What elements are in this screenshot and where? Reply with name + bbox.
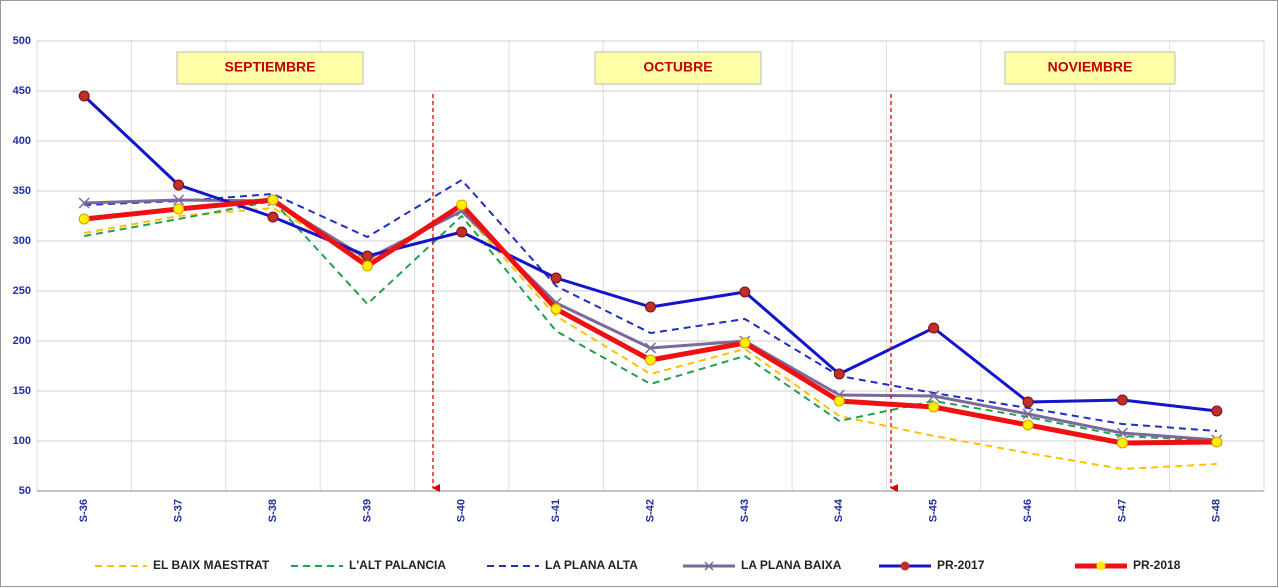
point-marker <box>1022 408 1034 420</box>
point-marker <box>267 211 279 223</box>
month-box <box>176 51 364 85</box>
point-marker <box>1211 436 1223 448</box>
point-marker <box>928 390 940 402</box>
point-marker <box>267 194 279 206</box>
x-tick-label: S-38 <box>267 499 279 522</box>
x-tick-label: S-46 <box>1022 499 1034 522</box>
point-marker <box>645 301 656 313</box>
point-marker <box>78 197 90 209</box>
y-tick-label: 50 <box>19 485 31 497</box>
x-tick-label: S-39 <box>361 499 373 522</box>
point-marker <box>833 395 845 407</box>
x-tick-label: S-45 <box>928 499 940 522</box>
x-tick-label: S-37 <box>172 499 184 522</box>
x-tick-label: S-36 <box>78 499 90 522</box>
point-marker <box>550 272 562 284</box>
legend-marker <box>900 561 910 571</box>
month-box <box>1004 51 1176 85</box>
legend-label: EL BAIX MAESTRAT <box>153 558 270 572</box>
point-marker <box>1116 437 1128 449</box>
point-marker <box>739 286 751 298</box>
point-marker <box>550 303 562 315</box>
legend-label: LA PLANA ALTA <box>545 558 638 572</box>
point-marker <box>456 226 468 238</box>
y-tick-label: 450 <box>13 85 31 97</box>
point-marker <box>1116 427 1128 439</box>
y-tick-label: 500 <box>13 35 31 47</box>
point-marker <box>833 368 845 380</box>
x-tick-label: S-40 <box>456 499 468 522</box>
x-tick-label: S-41 <box>550 499 562 522</box>
legend-label: LA PLANA BAIXA <box>741 558 842 572</box>
y-tick-label: 400 <box>13 135 31 147</box>
x-tick-label: S-43 <box>739 499 751 522</box>
point-marker <box>928 322 940 334</box>
point-marker <box>1022 396 1034 408</box>
point-marker <box>645 354 656 366</box>
point-marker <box>928 401 940 413</box>
x-tick-label: S-42 <box>644 499 656 522</box>
y-tick-label: 350 <box>13 185 31 197</box>
y-tick-label: 100 <box>13 435 31 447</box>
series-line <box>84 179 1217 432</box>
point-marker <box>173 203 185 215</box>
legend-marker <box>704 561 714 571</box>
point-marker <box>1116 394 1128 406</box>
point-marker <box>173 179 185 191</box>
month-label: SEPTIEMBRE <box>224 59 315 75</box>
point-marker <box>739 337 751 349</box>
point-marker <box>78 90 90 102</box>
month-label: NOVIEMBRE <box>1048 59 1133 75</box>
point-marker <box>173 194 185 206</box>
legend-label: PR-2017 <box>937 558 985 572</box>
legend-marker <box>1096 561 1106 571</box>
y-tick-label: 200 <box>13 335 31 347</box>
point-marker <box>456 199 468 211</box>
x-tick-label: S-47 <box>1116 499 1128 522</box>
month-box <box>594 51 762 85</box>
x-tick-label: S-44 <box>833 498 845 522</box>
point-marker <box>361 260 373 272</box>
point-marker <box>644 342 657 354</box>
point-marker <box>78 213 90 225</box>
point-marker <box>361 250 373 262</box>
y-tick-label: 150 <box>13 385 31 397</box>
legend-label: PR-2018 <box>1133 558 1181 572</box>
x-tick-label: S-48 <box>1211 499 1223 522</box>
y-tick-label: 300 <box>13 235 31 247</box>
y-tick-label: 250 <box>13 285 31 297</box>
legend-label: L'ALT PALANCIA <box>349 558 446 572</box>
point-marker <box>1022 419 1034 431</box>
point-marker <box>1211 405 1223 417</box>
month-label: OCTUBRE <box>643 59 712 75</box>
